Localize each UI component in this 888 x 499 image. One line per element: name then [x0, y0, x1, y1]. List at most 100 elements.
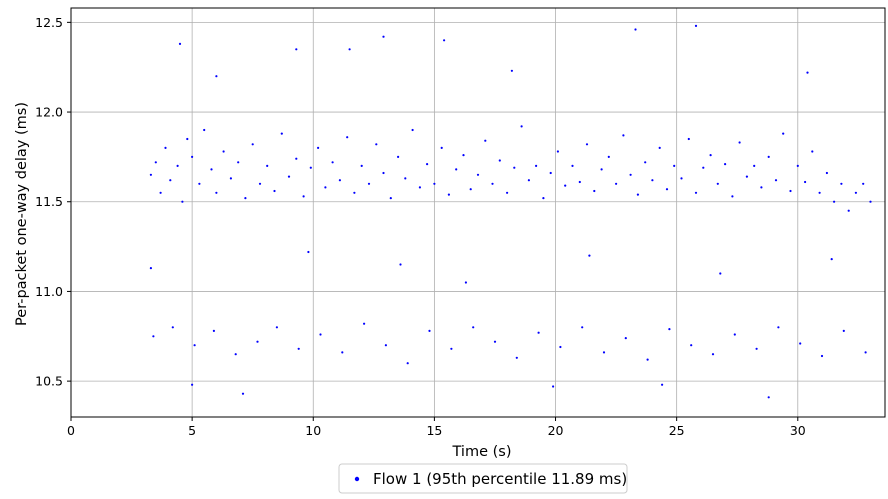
data-point: [585, 143, 589, 146]
data-point: [581, 326, 584, 329]
data-point: [767, 396, 770, 399]
data-point: [317, 146, 320, 149]
data-point: [731, 195, 734, 198]
data-point: [680, 177, 683, 180]
data-point: [287, 175, 291, 178]
data-point: [709, 154, 712, 157]
data-point: [600, 168, 603, 171]
data-point: [464, 281, 467, 284]
data-point: [360, 164, 363, 167]
tick-labels: 0 5 10 15 20 25 30 10.5 11.0 11.5 12.0 12.5: [35, 15, 806, 438]
data-point: [520, 125, 523, 128]
data-point: [556, 150, 560, 153]
x-tick-label: 15: [426, 423, 442, 438]
data-point: [658, 146, 661, 149]
data-point: [862, 182, 865, 185]
y-tick-label: 12.0: [35, 105, 63, 120]
data-point: [847, 209, 850, 212]
data-point: [399, 263, 402, 266]
data-point: [241, 392, 245, 395]
data-point: [203, 128, 206, 132]
data-point: [634, 28, 637, 31]
data-point: [593, 189, 596, 193]
data-point: [542, 197, 545, 200]
data-point: [229, 177, 232, 180]
data-point: [559, 345, 562, 349]
data-point: [440, 146, 443, 149]
data-point: [469, 188, 472, 191]
data-point: [450, 347, 453, 350]
data-point: [443, 39, 446, 42]
data-point: [363, 322, 366, 325]
data-point: [384, 344, 387, 347]
data-point: [738, 141, 741, 144]
data-point: [178, 42, 182, 46]
data-point: [346, 136, 349, 139]
data-point: [624, 337, 627, 340]
data-point: [191, 383, 194, 386]
data-point: [176, 164, 179, 167]
data-point: [382, 171, 385, 175]
data-point: [806, 71, 809, 74]
data-point: [515, 356, 518, 359]
data-point: [767, 155, 770, 158]
data-point: [753, 164, 756, 167]
data-point: [455, 168, 458, 171]
data-point: [510, 69, 513, 72]
data-point: [687, 137, 690, 141]
data-point: [171, 326, 174, 329]
data-point: [319, 333, 322, 336]
data-point: [426, 163, 429, 166]
data-point: [273, 189, 276, 193]
data-point: [661, 383, 664, 386]
data-point: [491, 182, 494, 185]
x-tick-label: 10: [305, 423, 321, 438]
y-tick-label: 10.5: [35, 374, 63, 389]
data-point: [804, 180, 807, 184]
data-point: [493, 340, 497, 343]
data-point: [615, 182, 618, 185]
data-point: [198, 182, 201, 185]
data-point: [724, 163, 727, 166]
data-point: [719, 272, 722, 275]
data-point: [564, 184, 567, 187]
data-point: [338, 179, 341, 182]
data-point: [799, 342, 802, 345]
data-point: [295, 48, 298, 51]
data-point: [193, 344, 196, 347]
data-point: [181, 200, 184, 203]
data-point: [476, 173, 480, 176]
data-point: [607, 155, 610, 158]
data-point: [644, 161, 647, 164]
data-point: [552, 385, 555, 388]
data-point: [324, 186, 327, 189]
data-point: [777, 326, 780, 329]
data-point: [622, 134, 625, 137]
data-point: [447, 193, 450, 196]
data-point: [215, 191, 218, 194]
y-tick-label: 11.0: [35, 284, 63, 299]
data-point: [186, 137, 189, 141]
data-point: [159, 191, 162, 194]
data-point: [169, 179, 172, 182]
data-point: [152, 335, 155, 338]
data-point: [191, 155, 194, 158]
data-point: [433, 182, 436, 185]
y-tick-label: 11.5: [35, 194, 63, 209]
data-point: [309, 166, 312, 169]
data-point: [164, 146, 167, 149]
data-point: [341, 351, 344, 354]
data-point: [389, 197, 392, 200]
plot-frame: [70, 7, 886, 418]
data-point: [745, 175, 749, 178]
data-point: [535, 164, 538, 167]
data-point: [668, 328, 671, 331]
x-tick-label: 0: [67, 423, 75, 438]
data-point: [830, 258, 833, 261]
data-point: [484, 139, 487, 142]
data-point: [820, 354, 824, 358]
data-point: [275, 326, 278, 329]
data-point: [280, 132, 283, 135]
data-point: [418, 186, 421, 189]
